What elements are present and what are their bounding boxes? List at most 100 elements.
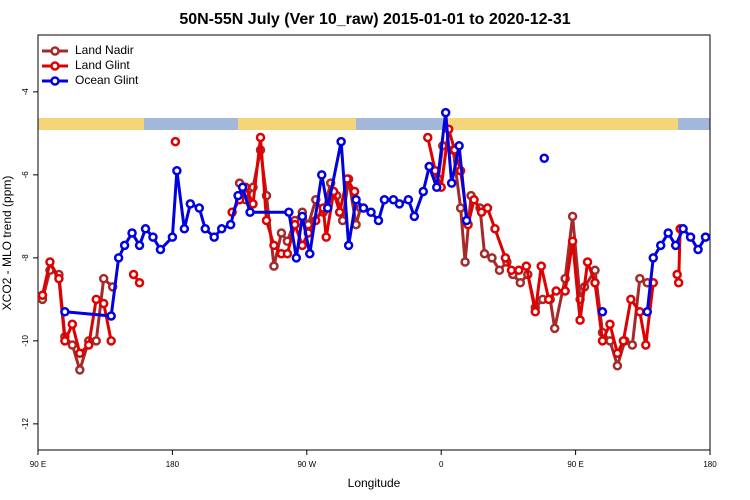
land-band	[238, 118, 356, 130]
data-point	[336, 136, 346, 147]
data-point	[635, 273, 645, 284]
data-point	[641, 340, 651, 350]
data-point	[567, 211, 578, 222]
data-point	[297, 211, 308, 222]
data-point	[403, 195, 414, 205]
data-point	[291, 253, 302, 263]
data-point	[663, 228, 673, 238]
data-point	[200, 224, 211, 234]
data-point	[373, 215, 384, 226]
data-point	[469, 195, 479, 205]
x-tick-label: 90 E	[567, 460, 583, 469]
x-tick-label: 180	[166, 460, 180, 469]
data-point	[155, 244, 166, 255]
data-point	[366, 207, 376, 217]
data-point	[670, 240, 681, 251]
data-point	[261, 215, 272, 226]
data-point	[597, 307, 608, 317]
x-axis-label: Longitude	[348, 476, 401, 490]
data-point	[409, 211, 420, 222]
data-point	[45, 257, 55, 267]
data-point	[140, 224, 151, 234]
legend-label: Land Nadir	[75, 43, 134, 57]
data-point	[127, 228, 137, 238]
data-point	[612, 361, 623, 371]
data-point	[84, 340, 94, 350]
data-point	[536, 261, 547, 271]
data-point	[337, 215, 348, 226]
data-point	[590, 278, 600, 288]
data-point	[98, 298, 109, 309]
data-point	[60, 307, 70, 317]
data-point	[394, 199, 405, 209]
data-point	[618, 336, 629, 346]
data-point	[482, 203, 493, 213]
legend-label: Land Glint	[75, 58, 130, 72]
data-point	[454, 141, 464, 151]
data-point	[119, 240, 130, 251]
data-point	[582, 257, 593, 267]
data-point	[148, 232, 158, 242]
data-point	[216, 224, 227, 234]
data-point	[539, 153, 549, 164]
data-point	[284, 207, 294, 217]
y-tick-label: -4	[21, 88, 30, 96]
data-point	[172, 165, 182, 176]
data-point	[67, 319, 78, 330]
data-point	[379, 195, 390, 205]
y-tick-label: -6	[21, 171, 30, 179]
data-point	[549, 323, 560, 334]
data-point	[551, 286, 561, 296]
data-point	[494, 265, 505, 276]
data-point	[605, 319, 615, 330]
legend-label: Ocean Glint	[75, 73, 139, 87]
data-point	[673, 278, 684, 288]
data-point	[91, 336, 101, 346]
data-point	[54, 273, 64, 284]
data-point	[269, 240, 279, 251]
land-ocean-band	[38, 118, 710, 130]
data-point	[490, 224, 500, 234]
data-point	[423, 132, 433, 143]
data-point	[635, 307, 645, 317]
data-point	[98, 273, 109, 284]
data-point	[334, 207, 345, 217]
data-point	[626, 294, 636, 305]
data-point	[194, 203, 205, 213]
y-axis-label: XCO2 - MLO trend (ppm)	[0, 176, 14, 311]
data-point	[170, 136, 181, 147]
data-point	[282, 248, 293, 259]
data-point	[316, 170, 327, 180]
land-band	[38, 118, 144, 130]
data-point	[655, 240, 666, 251]
data-point	[597, 336, 608, 346]
chart-title: 50N-55N July (Ver 10_raw) 2015-01-01 to …	[179, 11, 570, 28]
data-point	[75, 348, 85, 359]
legend-marker	[50, 76, 60, 86]
data-point	[225, 219, 236, 230]
data-point	[461, 215, 472, 226]
data-point	[487, 253, 497, 263]
data-point	[67, 340, 78, 350]
data-point	[351, 195, 361, 205]
y-tick-label: -8	[21, 254, 30, 262]
data-point	[209, 232, 219, 242]
data-point	[560, 286, 570, 296]
data-point	[349, 186, 360, 197]
x-tick-label: 90 E	[30, 460, 46, 469]
y-tick-label: -12	[21, 418, 30, 430]
data-point	[460, 257, 470, 267]
data-point	[455, 203, 466, 213]
land-band	[444, 118, 678, 130]
x-tick-label: 90 W	[297, 460, 316, 469]
data-point	[612, 348, 623, 359]
data-point	[685, 232, 696, 242]
data-point	[515, 278, 526, 288]
data-point	[446, 178, 457, 188]
data-point	[476, 207, 487, 217]
data-point	[627, 340, 638, 350]
data-point	[179, 224, 190, 234]
